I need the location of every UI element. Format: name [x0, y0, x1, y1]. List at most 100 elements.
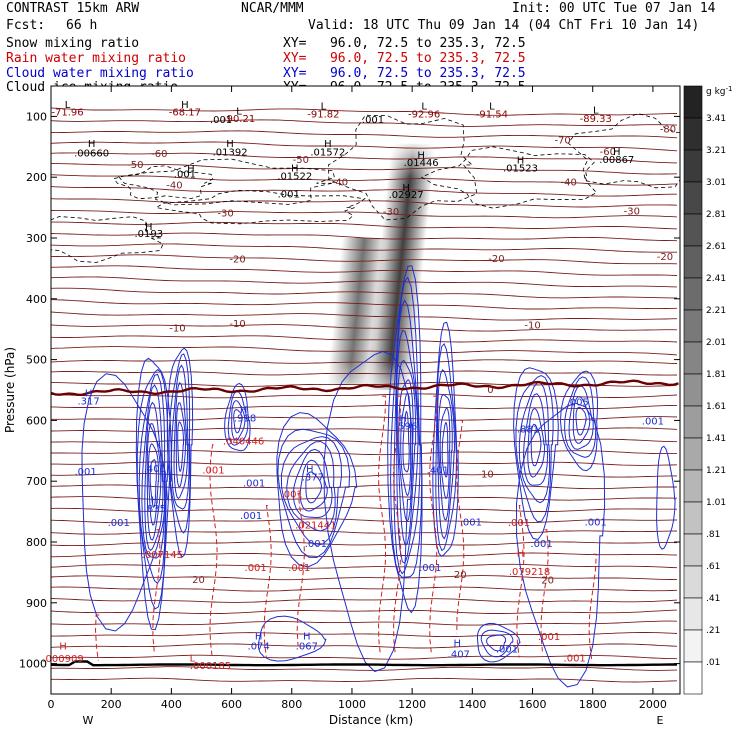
y-tick-label: 600 [26, 414, 47, 427]
isotherm [51, 666, 678, 671]
field-xy-snow: XY= 96.0, 72.5 to 235.3, 72.5 [283, 36, 526, 51]
extremum-label: L [421, 101, 427, 112]
field-xy-cloud-water: XY= 96.0, 72.5 to 235.3, 72.5 [283, 66, 526, 81]
extremum-label: H [399, 413, 407, 424]
extremum-label: L [489, 101, 495, 112]
isotherm [51, 335, 678, 343]
isotherm [51, 518, 678, 524]
extremum-label: H [151, 495, 159, 506]
colorbar-label: 3.01 [706, 178, 726, 188]
extremum-label: H [85, 388, 93, 399]
cloud-water-contour [568, 385, 594, 450]
colorbar-label: 2.41 [706, 274, 726, 284]
field-name-cloud-water: Cloud water mixing ratio [6, 66, 194, 81]
cloud-water-contour [146, 423, 162, 541]
cloud-water-contour [575, 406, 587, 436]
init-time: Init: 00 UTC Tue 07 Jan 14 [512, 1, 716, 16]
cloud-water-contour [224, 382, 251, 452]
colorbar-label: 1.21 [706, 466, 726, 476]
isotherm [51, 232, 678, 242]
extremum-label: .007145 [142, 550, 183, 561]
colorbar-label: .01 [706, 658, 720, 668]
isotherm [51, 276, 678, 288]
extremum-label: .001 [108, 518, 130, 529]
extremum-label: .001 [362, 115, 384, 126]
colorbar-label: .21 [706, 626, 720, 636]
temperature-label: -30 [217, 208, 233, 219]
colorbar: 3.41 3.21 3.01 2.81 2.61 2.41 2.21 2.01 1.81 1.61… [683, 85, 726, 695]
cloud-water-contour [402, 410, 410, 473]
cloud-water-contour [527, 407, 546, 478]
x-tick-label: 1600 [519, 698, 547, 711]
temperature-label: -60 [600, 147, 616, 158]
extremum-label: .001 [278, 190, 300, 201]
cloud-water-contour [173, 381, 189, 500]
cloud-water-contour [559, 370, 599, 472]
cloud-water-contour [515, 402, 606, 688]
extremum-label: .001 [419, 563, 441, 574]
extremum-label: .001 [288, 563, 310, 574]
cloud-water-contour [396, 329, 419, 564]
extremum-label: H [291, 163, 299, 174]
cloud-water-contour [400, 392, 412, 497]
extremum-label: H [324, 139, 332, 150]
extremum-label: .000185 [190, 661, 231, 672]
temperature-label: -70 [554, 136, 570, 147]
isotherm [51, 119, 678, 127]
isotherm [51, 506, 677, 512]
extremum-label: .01522 [277, 171, 312, 182]
extremum-label: .079218 [509, 567, 550, 578]
surface-line [51, 660, 677, 667]
extremum-label: .407 [448, 649, 470, 660]
colorbar-swatch [683, 469, 703, 503]
colorbar-swatch [683, 117, 703, 151]
cloud-water-contour [277, 428, 351, 559]
cloud-water-contour [572, 396, 591, 444]
x-axis-title: Distance (km) [329, 713, 413, 727]
cloud-water-contour [258, 615, 327, 662]
y-tick-label: 400 [26, 293, 47, 306]
cloud-water-contour [135, 357, 172, 631]
extremum-label: .401 [427, 466, 449, 477]
isotherm [51, 324, 678, 332]
x-tick-label: 1000 [338, 698, 366, 711]
isotherm [51, 174, 678, 186]
rain-water-contour [456, 419, 465, 634]
colorbar-swatch [683, 501, 703, 535]
y-tick-label: 100 [26, 110, 47, 123]
isotherm [51, 575, 678, 581]
extremum-label: .01392 [213, 148, 248, 159]
temperature-label: -20 [229, 255, 245, 266]
x-tick-label: 1800 [579, 698, 607, 711]
extremum-label: L [593, 106, 599, 117]
extremum-label: .001 [642, 416, 664, 427]
extremum-label: -89.33 [580, 114, 612, 125]
plot-frame [50, 85, 681, 695]
extremum-label: .000909 [42, 654, 83, 665]
extremum-label: .01572 [310, 148, 345, 159]
rain-water-contour [429, 395, 438, 655]
cloud-water-contour [276, 412, 358, 568]
isotherm [51, 643, 678, 649]
isotherm [51, 243, 677, 253]
cloud-water-contour [168, 353, 191, 534]
rain-water-contour [94, 614, 100, 661]
freezing-level-line [51, 379, 679, 397]
extremum-label: H [417, 151, 425, 162]
extremum-label: H [181, 100, 189, 111]
temperature-label: 20 [454, 570, 467, 581]
extremum-label: H [226, 139, 234, 150]
extremum-label: -71.96 [51, 108, 83, 119]
cloud-water-contour [387, 265, 423, 614]
extremum-label: .001 [74, 467, 96, 478]
colorbar-swatch [683, 341, 703, 375]
extremum-label: .02927 [389, 190, 424, 201]
extremum-label: .001 [460, 517, 482, 528]
colorbar-label: .81 [706, 530, 720, 540]
y-axis-title: Pressure (hPa) [3, 347, 17, 433]
colorbar-label: 1.81 [706, 370, 726, 380]
isotherm [51, 221, 678, 230]
extremum-label: .001 [240, 511, 262, 522]
temperature-label: -40 [332, 177, 348, 188]
